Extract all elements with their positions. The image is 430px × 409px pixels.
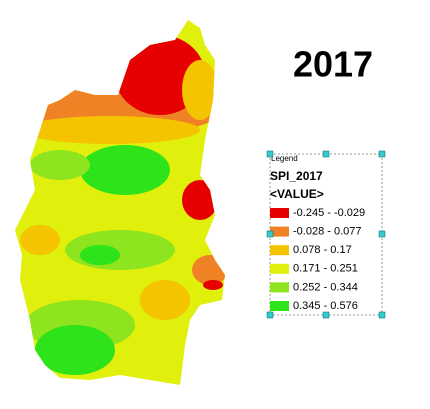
map-zone bbox=[182, 180, 218, 220]
legend-field: SPI_2017 bbox=[270, 169, 323, 183]
map-zone bbox=[20, 225, 60, 255]
legend-swatch bbox=[270, 301, 289, 311]
legend-label: 0.078 - 0.17 bbox=[293, 244, 352, 256]
legend-label: 0.171 - 0.251 bbox=[293, 263, 358, 275]
map-title: 2017 bbox=[293, 44, 373, 85]
legend-label: 0.345 - 0.576 bbox=[293, 300, 358, 312]
selection-handle bbox=[378, 150, 386, 158]
legend-swatch bbox=[270, 263, 289, 274]
map-zone bbox=[80, 145, 170, 195]
selection-handle bbox=[266, 311, 274, 319]
legend-label: -0.028 - 0.077 bbox=[293, 226, 362, 238]
selection-handle bbox=[378, 230, 386, 238]
legend-label: -0.245 - -0.029 bbox=[293, 207, 365, 219]
legend: Legend SPI_2017 <VALUE> -0.245 - -0.029 -… bbox=[266, 150, 386, 319]
selection-handle bbox=[378, 311, 386, 319]
legend-subfield: <VALUE> bbox=[270, 187, 324, 201]
map-zone bbox=[203, 280, 223, 290]
map-region bbox=[15, 20, 225, 385]
map-zone bbox=[65, 230, 175, 270]
map-zone bbox=[80, 245, 120, 265]
map-zone bbox=[182, 60, 218, 120]
legend-heading: Legend bbox=[271, 154, 298, 163]
legend-swatch bbox=[270, 282, 289, 293]
selection-handle bbox=[322, 150, 330, 158]
legend-swatch bbox=[270, 226, 289, 237]
map-zone bbox=[35, 325, 115, 375]
legend-label: 0.252 - 0.344 bbox=[293, 281, 358, 293]
map-zone bbox=[20, 116, 200, 144]
selection-handle bbox=[322, 311, 330, 319]
legend-swatch bbox=[270, 245, 289, 256]
map-zone bbox=[140, 280, 190, 320]
selection-handle bbox=[266, 150, 274, 158]
legend-swatch bbox=[270, 208, 289, 218]
map-zone bbox=[30, 150, 90, 180]
selection-handle bbox=[266, 230, 274, 238]
